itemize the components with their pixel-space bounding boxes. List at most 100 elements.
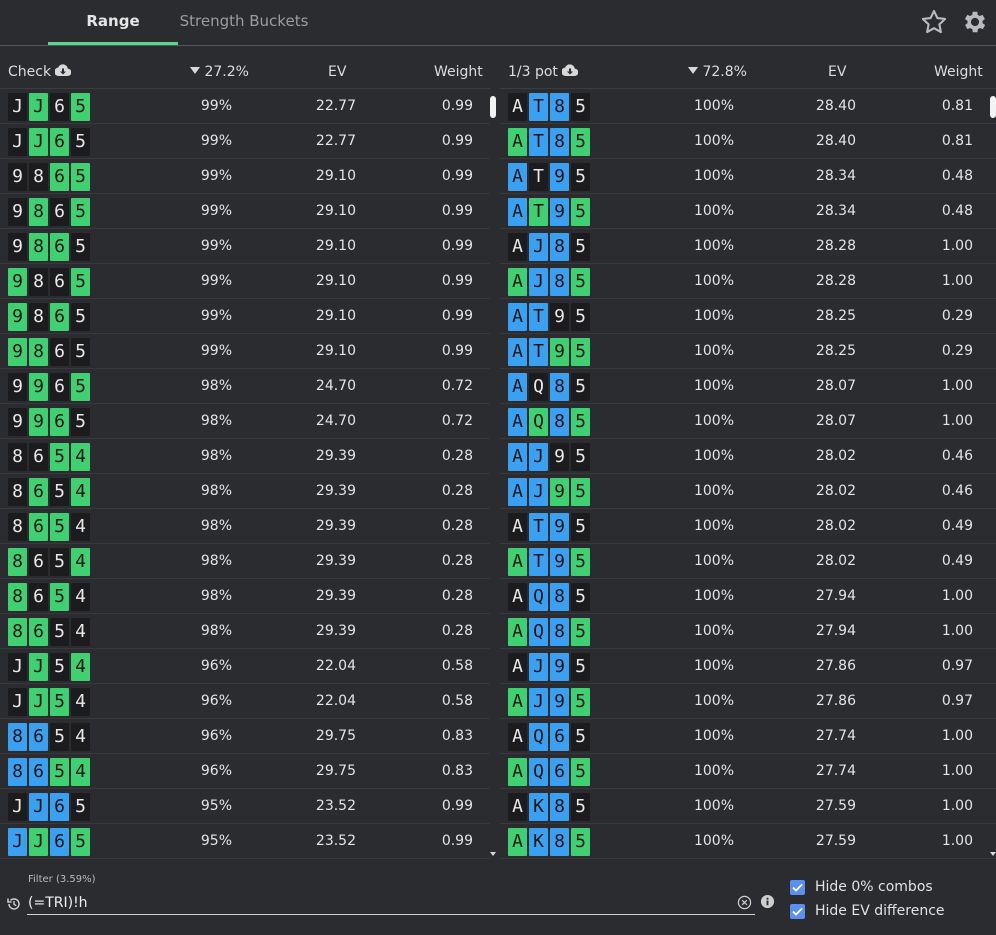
card: 9 [550,303,569,331]
action-header[interactable]: 1/3 pot [508,64,578,80]
table-row[interactable]: A T 9 5 100% 28.34 0.48 [500,194,996,229]
table-row[interactable]: 8 6 5 4 98% 29.39 0.28 [0,439,490,474]
table-row[interactable]: 8 6 5 4 98% 29.39 0.28 [0,509,490,544]
scroll-down-arrow[interactable] [990,852,996,856]
ev-cell: 28.34 [815,203,856,219]
frequency-cell: 96% [200,728,232,744]
card: A [508,688,527,716]
card: A [508,198,527,226]
table-row[interactable]: 9 8 6 5 99% 29.10 0.99 [0,264,490,299]
table-row[interactable]: A Q 8 5 100% 27.94 1.00 [500,614,996,649]
card: J [529,443,548,471]
ev-header[interactable]: EV [328,64,347,80]
scroll-down-arrow[interactable] [490,852,496,856]
card: 8 [550,373,569,401]
card: 8 [29,268,48,296]
weight-header[interactable]: Weight [934,64,983,80]
table-row[interactable]: A J 8 5 100% 28.28 1.00 [500,264,996,299]
history-icon[interactable] [6,896,22,912]
table-row[interactable]: A K 8 5 100% 27.59 1.00 [500,789,996,824]
table-row[interactable]: J J 6 5 95% 23.52 0.99 [0,824,490,859]
ev-header[interactable]: EV [828,64,847,80]
table-row[interactable]: J J 6 5 99% 22.77 0.99 [0,89,490,124]
table-row[interactable]: A T 9 5 100% 28.34 0.48 [500,159,996,194]
sort-freq-header[interactable]: 72.8% [688,64,747,80]
table-row[interactable]: A K 8 5 100% 27.59 1.00 [500,824,996,859]
card: 6 [29,758,48,786]
checkbox-check-icon [792,883,803,892]
table-row[interactable]: A Q 6 5 100% 27.74 1.00 [500,754,996,789]
table-row[interactable]: J J 6 5 99% 22.77 0.99 [0,124,490,159]
hide-zero-option[interactable]: Hide 0% combos [790,878,933,896]
table-row[interactable]: 8 6 5 4 98% 29.39 0.28 [0,544,490,579]
weight-header[interactable]: Weight [434,64,483,80]
tab-strength-buckets[interactable]: Strength Buckets [179,12,309,30]
table-row[interactable]: J J 6 5 95% 23.52 0.99 [0,789,490,824]
table-row[interactable]: 9 8 6 5 99% 29.10 0.99 [0,334,490,369]
ev-cell: 29.10 [315,343,356,359]
table-row[interactable]: A Q 8 5 100% 27.94 1.00 [500,579,996,614]
scrollbar-thumb[interactable] [990,96,996,118]
table-row[interactable]: J J 5 4 96% 22.04 0.58 [0,684,490,719]
download-icon[interactable] [55,64,72,77]
filter-input[interactable] [27,891,755,915]
hide-ev-checkbox[interactable] [790,903,805,919]
card: 8 [29,303,48,331]
table-row[interactable]: A T 8 5 100% 28.40 0.81 [500,124,996,159]
frequency-cell: 100% [693,483,734,499]
ev-cell: 29.39 [315,553,356,569]
scrollbar-thumb[interactable] [490,96,496,118]
table-row[interactable]: A J 9 5 100% 27.86 0.97 [500,684,996,719]
weight-cell: 0.29 [941,308,973,324]
table-row[interactable]: A T 8 5 100% 28.40 0.81 [500,89,996,124]
table-row[interactable]: 9 8 6 5 99% 29.10 0.99 [0,229,490,264]
table-row[interactable]: 8 6 5 4 96% 29.75 0.83 [0,754,490,789]
table-row[interactable]: 8 6 5 4 98% 29.39 0.28 [0,474,490,509]
gear-icon[interactable] [961,8,989,36]
table-row[interactable]: 9 9 6 5 98% 24.70 0.72 [0,369,490,404]
card: A [508,793,527,821]
table-row[interactable]: A J 9 5 100% 28.02 0.46 [500,474,996,509]
table-row[interactable]: A T 9 5 100% 28.25 0.29 [500,299,996,334]
check-panel: Check 27.2% EV Weight J J 6 5 99% 22.77 0.99 J J… [0,58,496,859]
hide-zero-checkbox[interactable] [790,879,805,895]
table-row[interactable]: A T 9 5 100% 28.02 0.49 [500,544,996,579]
weight-cell: 0.99 [441,798,473,814]
table-row[interactable]: 9 8 6 5 99% 29.10 0.99 [0,194,490,229]
clear-icon[interactable] [737,895,752,910]
weight-cell: 0.97 [941,658,973,674]
action-header[interactable]: Check [8,64,72,80]
download-icon[interactable] [561,64,578,77]
ev-cell: 22.04 [315,693,356,709]
table-row[interactable]: A Q 8 5 100% 28.07 1.00 [500,404,996,439]
table-row[interactable]: A J 9 5 100% 28.02 0.46 [500,439,996,474]
card: 9 [550,548,569,576]
table-row[interactable]: 8 6 5 4 98% 29.39 0.28 [0,614,490,649]
table-row[interactable]: 8 6 5 4 98% 29.39 0.28 [0,579,490,614]
table-row[interactable]: A T 9 5 100% 28.25 0.29 [500,334,996,369]
checkbox-check-icon [792,907,803,916]
card: 5 [71,828,90,856]
card: 5 [571,548,590,576]
table-row[interactable]: A T 9 5 100% 28.02 0.49 [500,509,996,544]
card: 8 [8,548,27,576]
card: 6 [50,198,69,226]
table-row[interactable]: A J 9 5 100% 27.86 0.97 [500,649,996,684]
card: 6 [50,408,69,436]
star-icon[interactable] [920,8,948,36]
sort-freq-header[interactable]: 27.2% [190,64,249,80]
table-row[interactable]: A Q 8 5 100% 28.07 1.00 [500,369,996,404]
info-icon[interactable] [760,894,775,909]
table-row[interactable]: A J 8 5 100% 28.28 1.00 [500,229,996,264]
tab-range[interactable]: Range [48,0,178,45]
hide-ev-option[interactable]: Hide EV difference [790,902,945,920]
table-row[interactable]: A Q 6 5 100% 27.74 1.00 [500,719,996,754]
table-row[interactable]: 9 8 6 5 99% 29.10 0.99 [0,159,490,194]
table-row[interactable]: 9 8 6 5 99% 29.10 0.99 [0,299,490,334]
table-row[interactable]: 9 9 6 5 98% 24.70 0.72 [0,404,490,439]
card: 4 [71,653,90,681]
card: J [529,478,548,506]
table-row[interactable]: 8 6 5 4 96% 29.75 0.83 [0,719,490,754]
table-row[interactable]: J J 5 4 96% 22.04 0.58 [0,649,490,684]
